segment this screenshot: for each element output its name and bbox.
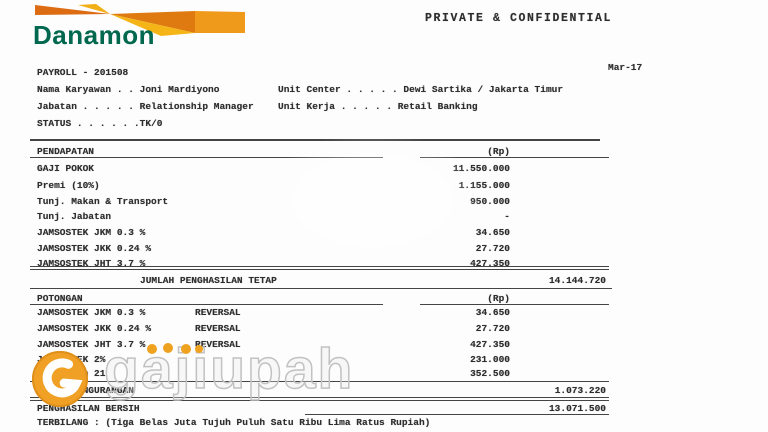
field-label: Jabatan . . . . .: [37, 101, 140, 112]
field-value: Dewi Sartika / Jakarta Timur: [403, 84, 564, 95]
scan-smudge: [258, 132, 488, 268]
pendapatan-title: PENDAPATAN: [37, 146, 95, 157]
watermark-dot: [195, 345, 203, 353]
period-label: Mar-17: [608, 62, 643, 73]
confidential-label: PRIVATE & CONFIDENTIAL: [425, 12, 613, 25]
rule-above-total: [30, 381, 609, 382]
danamon-logo-text: Danamon: [33, 20, 155, 50]
rule-header-left: [30, 304, 383, 305]
rule-section: [30, 288, 612, 289]
potongan-row-label: JAMSOSTEK JKM 0.3 %: [37, 307, 146, 318]
potongan-row-value: 27.720: [475, 323, 510, 334]
watermark-dot: [147, 344, 157, 354]
potongan-title: POTONGAN: [37, 293, 83, 304]
rule-double-a: [30, 397, 609, 398]
rule-double-b: [30, 400, 609, 401]
watermark-dot: [181, 344, 191, 354]
field-label: STATUS . . . . . .: [37, 118, 140, 129]
potongan-row-value: 34.650: [475, 307, 510, 318]
pendapatan-row-label: JAMSOSTEK JKM 0.3 %: [37, 227, 146, 238]
potongan-row-note: REVERSAL: [195, 339, 241, 350]
pendapatan-row-value: 950.000: [470, 196, 510, 207]
field-value: TK/0: [139, 118, 163, 129]
potongan-total-value: 1.073.220: [554, 385, 606, 396]
rule-double-b: [30, 269, 609, 270]
gajiupah-watermark-text: gajiupah: [103, 336, 355, 402]
rule-below-net: [305, 414, 609, 415]
rule-header-right: [420, 157, 609, 158]
pendapatan-row-value: 427.350: [470, 258, 510, 269]
danamon-logo: Danamon: [33, 4, 248, 58]
potongan-row-value: 231.000: [470, 354, 510, 365]
field-label: Nama Karyawan . .: [37, 84, 140, 95]
potongan-row-label: JAMSOSTEK JKK 0.24 %: [37, 323, 152, 334]
field-jabatan: Jabatan . . . . . Relationship Manager: [37, 101, 254, 112]
potongan-row-label: JAMSOSTEK JHT 3.7 %: [37, 339, 146, 350]
field-value: Retail Banking: [397, 101, 478, 112]
field-label: Unit Center . . . . .: [278, 84, 404, 95]
field-label: Unit Kerja . . . . .: [278, 101, 398, 112]
pendapatan-row-label: Premi (10%): [37, 180, 100, 191]
net-label: PENGHASILAN BERSIH: [37, 403, 140, 414]
pendapatan-row-label: GAJI POKOK: [37, 163, 95, 174]
pendapatan-currency-header: (Rp): [487, 146, 510, 157]
pendapatan-total-label: JUMLAH PENGHASILAN TETAP: [140, 275, 277, 286]
potongan-row-value: 427.350: [470, 339, 510, 350]
pendapatan-row-label: Tunj. Jabatan: [37, 211, 112, 222]
field-nama-karyawan: Nama Karyawan . . Joni Mardiyono: [37, 84, 219, 95]
potongan-row-value: 352.500: [470, 368, 510, 379]
pendapatan-row-value: -: [504, 211, 510, 222]
watermark-dot: [163, 343, 173, 353]
field-unit-center: Unit Center . . . . . Dewi Sartika / Jak…: [278, 84, 563, 95]
potongan-row-note: REVERSAL: [195, 323, 241, 334]
field-status: STATUS . . . . . .TK/0: [37, 118, 162, 129]
pendapatan-total-value: 14.144.720: [548, 275, 606, 286]
gajiupah-coin-icon: [32, 351, 88, 407]
pendapatan-row-label: JAMSOSTEK JKK 0.24 %: [37, 243, 152, 254]
net-value: 13.071.500: [548, 403, 606, 414]
pendapatan-row-value: 34.650: [475, 227, 510, 238]
field-unit-kerja: Unit Kerja . . . . . Retail Banking: [278, 101, 478, 112]
rule-header-right: [420, 304, 609, 305]
pendapatan-row-label: JAMSOSTEK JHT 3.7 %: [37, 258, 146, 269]
field-value: Relationship Manager: [139, 101, 254, 112]
payroll-number: PAYROLL - 201508: [37, 67, 129, 78]
pendapatan-row-label: Tunj. Makan & Transport: [37, 196, 169, 207]
pendapatan-row-value: 27.720: [475, 243, 510, 254]
terbilang-line: TERBILANG : (Tiga Belas Juta Tujuh Puluh…: [37, 417, 431, 428]
field-value: Joni Mardiyono: [139, 84, 220, 95]
danamon-ribbon-icon: [35, 4, 245, 36]
potongan-row-note: REVERSAL: [195, 307, 241, 318]
potongan-currency-header: (Rp): [487, 293, 510, 304]
rule-header-left: [30, 157, 383, 158]
